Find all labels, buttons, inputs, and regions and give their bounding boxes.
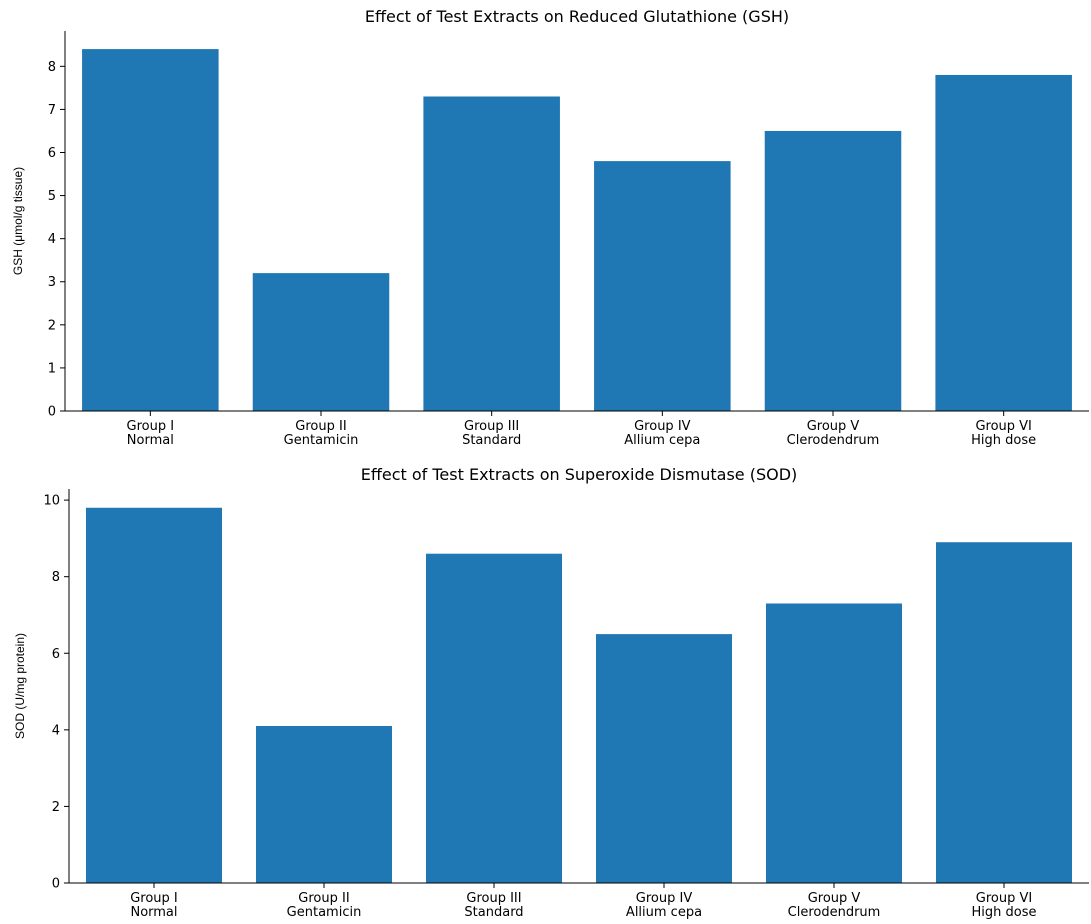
bar [82, 49, 219, 411]
y-tick-label: 2 [48, 318, 56, 333]
y-tick-label: 3 [48, 275, 56, 290]
bar [423, 96, 560, 412]
y-tick-label: 10 [43, 494, 60, 509]
chart-title: Effect of Test Extracts on Reduced Gluta… [365, 7, 789, 26]
y-axis-label: SOD (U/mg protein) [13, 633, 27, 739]
y-tick-label: 0 [52, 877, 60, 892]
chart-2: Effect of Test Extracts on Superoxide Di… [13, 465, 1089, 920]
x-tick-label: Group IV Allium cepa [626, 891, 702, 920]
bar [594, 161, 731, 411]
x-tick-label: Group IV Allium cepa [624, 419, 700, 448]
x-tick-label: Group I Normal [127, 419, 175, 448]
x-tick-label: Group II Gentamicin [287, 891, 362, 920]
y-tick-label: 6 [52, 647, 60, 662]
bar [596, 634, 732, 883]
bar [764, 130, 902, 411]
y-tick-label: 8 [52, 570, 60, 585]
x-tick-label: Group V Clerodendrum [788, 891, 881, 920]
y-tick-label: 2 [52, 800, 60, 815]
bar [766, 603, 902, 883]
x-tick-label: Group VI High dose [972, 891, 1037, 920]
bar [252, 273, 390, 411]
y-tick-label: 6 [48, 146, 56, 161]
y-tick-label: 8 [48, 60, 56, 75]
y-tick-label: 7 [48, 103, 56, 118]
x-tick-label: Group II Gentamicin [284, 419, 359, 448]
y-tick-label: 4 [52, 723, 60, 738]
y-tick-label: 1 [48, 361, 56, 376]
bar [935, 74, 1072, 411]
bar [86, 507, 222, 883]
x-tick-label: Group I Normal [130, 891, 178, 920]
y-axis-label: GSH (μmol/g tissue) [11, 167, 25, 275]
bar [426, 553, 562, 883]
chart-1: Effect of Test Extracts on Reduced Gluta… [11, 7, 1089, 448]
y-tick-label: 4 [48, 232, 56, 247]
bar [256, 726, 392, 883]
y-tick-label: 0 [48, 405, 56, 420]
x-tick-label: Group VI High dose [971, 419, 1036, 448]
chart-title: Effect of Test Extracts on Superoxide Di… [361, 465, 798, 484]
y-tick-label: 5 [48, 189, 56, 204]
x-tick-label: Group V Clerodendrum [787, 419, 880, 448]
x-tick-label: Group III Standard [462, 419, 521, 448]
bar [936, 542, 1072, 883]
x-tick-label: Group III Standard [464, 891, 523, 920]
